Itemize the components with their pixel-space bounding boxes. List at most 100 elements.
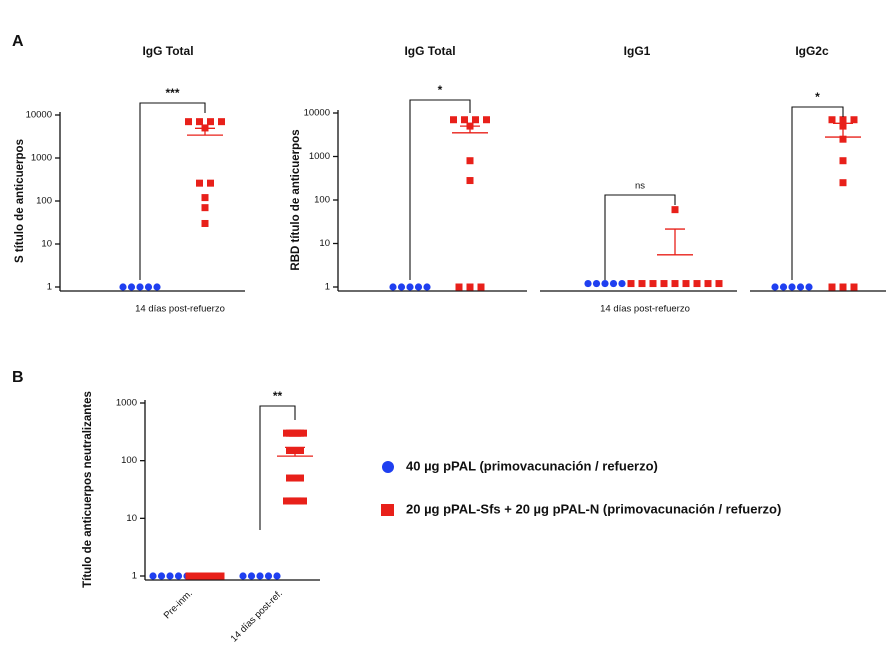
data-point xyxy=(796,283,805,291)
data-point xyxy=(423,283,431,291)
data-point xyxy=(601,279,609,288)
data-point xyxy=(256,572,264,580)
y-tick-label: 100 xyxy=(314,195,330,206)
y-tick-label: 10000 xyxy=(304,108,330,119)
data-point xyxy=(618,279,626,288)
data-point xyxy=(414,283,423,291)
data-point xyxy=(185,118,192,126)
data-point xyxy=(584,279,592,288)
data-point xyxy=(592,279,601,288)
data-point xyxy=(218,118,225,126)
data-point xyxy=(201,219,209,227)
data-point xyxy=(196,118,203,126)
data-point xyxy=(850,283,858,291)
y-tick-label: 1000 xyxy=(31,153,52,164)
legend-label: 40 µg pPAL (primovacunación / refuerzo) xyxy=(406,458,658,473)
data-point xyxy=(828,283,836,291)
chart-title: IgG1 xyxy=(624,44,651,58)
chart-title: IgG Total xyxy=(404,44,455,58)
panel-label: A xyxy=(12,33,24,50)
data-point xyxy=(201,194,209,202)
significance-bracket xyxy=(604,194,676,280)
data-point xyxy=(119,283,127,291)
y-tick-label: 1 xyxy=(325,282,330,293)
data-point xyxy=(461,116,468,124)
data-point xyxy=(207,179,214,187)
data-point xyxy=(483,116,490,124)
data-point xyxy=(779,283,788,291)
data-point xyxy=(704,280,712,288)
y-axis-label: RBD título de anticuerpos xyxy=(290,129,302,270)
data-point xyxy=(649,280,657,288)
data-point xyxy=(455,283,463,291)
data-point xyxy=(771,283,779,291)
y-tick-label: 10 xyxy=(126,513,137,524)
legend-marker xyxy=(382,461,394,473)
data-point xyxy=(660,280,668,288)
data-point xyxy=(144,283,153,291)
x-tick-label: 14 días post-ref. xyxy=(229,588,285,644)
data-point xyxy=(136,283,144,291)
data-point xyxy=(389,283,397,291)
data-point xyxy=(788,283,796,291)
data-point xyxy=(609,279,618,288)
data-point xyxy=(850,116,858,124)
data-point xyxy=(273,572,281,580)
significance-bracket xyxy=(259,405,296,530)
significance-label: * xyxy=(815,90,820,104)
y-axis-label: S título de anticuerpos xyxy=(14,139,26,263)
data-point xyxy=(289,497,307,505)
legend-marker xyxy=(381,504,394,516)
x-axis-label: 14 días post-refuerzo xyxy=(135,304,225,315)
data-point xyxy=(828,116,836,124)
data-point xyxy=(839,116,847,124)
data-point xyxy=(397,283,406,291)
data-point xyxy=(406,283,414,291)
data-point xyxy=(839,179,847,187)
data-point xyxy=(477,283,485,291)
y-tick-label: 1 xyxy=(47,282,52,293)
x-axis-label: 14 días post-refuerzo xyxy=(600,304,690,315)
data-point xyxy=(239,572,247,580)
significance-bracket xyxy=(791,106,844,280)
significance-label: ns xyxy=(635,181,645,192)
data-point xyxy=(839,135,847,143)
data-point xyxy=(627,280,635,288)
significance-label: ** xyxy=(273,389,283,403)
legend-label: 20 µg pPAL-Sfs + 20 µg pPAL-N (primovacu… xyxy=(406,501,781,516)
data-point xyxy=(127,283,136,291)
data-point xyxy=(839,283,847,291)
data-point xyxy=(466,283,474,291)
chart-title: IgG2c xyxy=(795,44,829,58)
y-tick-label: 10 xyxy=(319,238,330,249)
y-tick-label: 10000 xyxy=(26,110,52,121)
data-point xyxy=(693,280,701,288)
data-point xyxy=(289,429,307,437)
data-point xyxy=(472,116,479,124)
data-point xyxy=(201,204,209,212)
data-point xyxy=(286,474,304,482)
y-tick-label: 1000 xyxy=(116,398,137,409)
y-tick-label: 1000 xyxy=(309,151,330,162)
data-point xyxy=(466,157,474,165)
y-axis-label: Título de anticuerpos neutralizantes xyxy=(82,391,94,588)
data-point xyxy=(450,116,457,124)
data-point xyxy=(247,572,256,580)
data-point xyxy=(166,572,174,580)
significance-bracket xyxy=(409,99,471,280)
data-point xyxy=(805,283,813,291)
data-point xyxy=(638,280,646,288)
data-point xyxy=(157,572,166,580)
data-point xyxy=(153,283,161,291)
y-tick-label: 10 xyxy=(41,239,52,250)
y-tick-label: 100 xyxy=(36,196,52,207)
significance-label: *** xyxy=(165,86,179,100)
data-point xyxy=(149,572,157,580)
y-tick-label: 100 xyxy=(121,455,137,466)
chart-title: IgG Total xyxy=(142,44,193,58)
data-point xyxy=(466,177,474,185)
panel-label: B xyxy=(12,369,24,386)
y-tick-label: 1 xyxy=(132,571,137,582)
data-point xyxy=(715,280,723,288)
